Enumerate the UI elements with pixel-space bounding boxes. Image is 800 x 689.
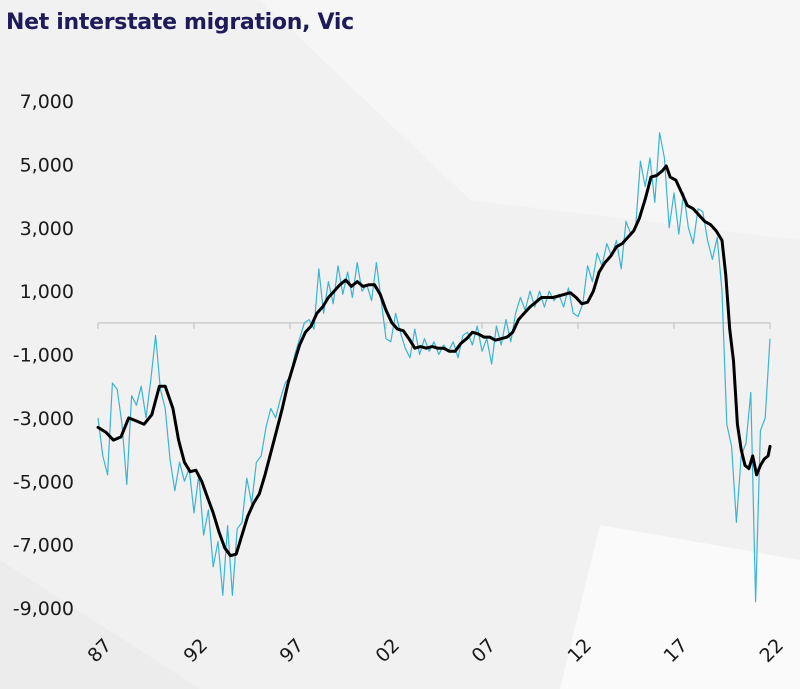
x-tick-label: 17 [659, 634, 692, 667]
y-tick-label: -3,000 [13, 408, 74, 430]
x-tick-label: 87 [83, 634, 116, 667]
x-tick-label: 97 [275, 634, 308, 667]
y-tick-label: 5,000 [20, 154, 74, 176]
y-tick-label: 1,000 [20, 281, 74, 303]
y-tick-label: -5,000 [13, 471, 74, 493]
x-tick-label: 02 [371, 634, 404, 667]
trend-series-line [96, 164, 772, 558]
y-tick-label: 3,000 [20, 218, 74, 240]
x-axis-tick-labels: 87 92 97 02 07 12 17 22 [83, 634, 788, 667]
background-facet [0, 560, 200, 689]
y-tick-label: -7,000 [13, 535, 74, 557]
x-tick-label: 12 [563, 634, 596, 667]
background-facet [260, 0, 800, 240]
quarterly-series-line [97, 132, 771, 603]
x-tick-label: 07 [467, 634, 500, 667]
x-axis-tick-marks [97, 322, 771, 329]
x-tick-label: 92 [179, 634, 212, 667]
y-tick-label: 7,000 [20, 91, 74, 113]
y-tick-label: -9,000 [13, 598, 74, 620]
x-tick-label: 22 [755, 634, 788, 667]
y-tick-label: -1,000 [13, 345, 74, 367]
background-facet [560, 525, 800, 689]
chart-title: Net interstate migration, Vic [6, 10, 354, 35]
y-axis-tick-labels: 7,000 5,000 3,000 1,000 -1,000 -3,000 -5,000 -7… [13, 91, 74, 620]
